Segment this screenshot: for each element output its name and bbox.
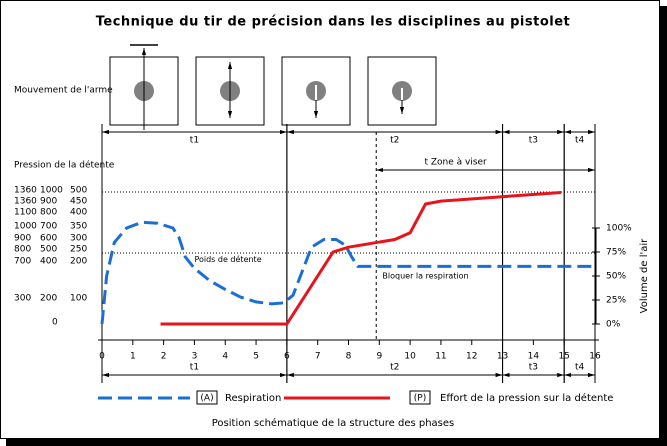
phase-label: t1 bbox=[190, 136, 199, 146]
pressure-value: 350 bbox=[70, 222, 87, 232]
x-tick-label: 9 bbox=[376, 352, 382, 362]
pressure-value: 0 bbox=[52, 318, 58, 328]
pressure-value: 450 bbox=[70, 197, 87, 207]
frame bbox=[0, 0, 660, 439]
pressure-value: 500 bbox=[40, 245, 57, 255]
pressure-value: 600 bbox=[40, 234, 57, 244]
pressure-value: 1000 bbox=[14, 222, 37, 232]
pressure-value: 1360 bbox=[14, 197, 37, 207]
pressure-value: 1360 bbox=[14, 186, 37, 196]
pressure-value: 250 bbox=[70, 245, 87, 255]
pressure-value: 200 bbox=[40, 294, 57, 304]
zone-label: t Zone à viser bbox=[424, 158, 487, 168]
weapon-label: Mouvement de l'arme bbox=[14, 86, 113, 96]
pressure-value: 800 bbox=[40, 208, 57, 218]
pressure-value: 400 bbox=[40, 257, 57, 267]
series-line bbox=[100, 220, 595, 325]
pressure-value: 300 bbox=[70, 234, 87, 244]
y2-tick-label: 50% bbox=[606, 272, 626, 282]
x-tick-label: 4 bbox=[222, 352, 228, 362]
x-tick-label: 11 bbox=[435, 352, 446, 362]
series-line bbox=[160, 190, 562, 326]
phase-label: t4 bbox=[575, 363, 585, 373]
pressure-value: 900 bbox=[40, 197, 57, 207]
pressure-label: Pression de la détente bbox=[14, 160, 115, 171]
y2-axis-label: Volume de l'air bbox=[639, 238, 650, 313]
annotation: Poids de détente bbox=[194, 254, 261, 264]
x-tick-label: 14 bbox=[528, 352, 540, 362]
legend-key: (A) bbox=[200, 394, 213, 404]
weapon-icons bbox=[109, 44, 437, 130]
y2-tick-label: 25% bbox=[606, 296, 626, 306]
legend-label: Respiration bbox=[225, 393, 281, 404]
pressure-value: 300 bbox=[14, 294, 31, 304]
pressure-value: 1000 bbox=[40, 186, 63, 196]
x-tick-label: 2 bbox=[161, 352, 167, 362]
phase-label: t1 bbox=[190, 363, 199, 373]
phase-label: t2 bbox=[390, 363, 399, 373]
legend-label: Effort de la pression sur la détente bbox=[440, 392, 613, 404]
x-tick-label: 7 bbox=[315, 352, 321, 362]
x-tick-label: 8 bbox=[346, 352, 352, 362]
pressure-value: 700 bbox=[14, 257, 31, 267]
pressure-value: 900 bbox=[14, 234, 31, 244]
x-axis-label: Position schématique de la structure des… bbox=[212, 417, 455, 429]
y2-tick-label: 75% bbox=[606, 248, 626, 258]
x-tick-label: 1 bbox=[130, 352, 136, 362]
legend-key: (P) bbox=[414, 394, 426, 404]
pressure-value: 700 bbox=[40, 222, 57, 232]
phase-label: t2 bbox=[390, 136, 399, 146]
legend-key-box bbox=[409, 390, 431, 405]
pressure-value: 200 bbox=[70, 257, 87, 267]
pressure-value: 100 bbox=[70, 294, 87, 304]
y2-tick-label: 0% bbox=[606, 320, 621, 330]
x-tick-label: 3 bbox=[192, 352, 198, 362]
legend-key-box bbox=[196, 390, 218, 405]
phase-label: t4 bbox=[575, 136, 585, 146]
phase-label: t3 bbox=[529, 136, 538, 146]
y2-tick-label: 100% bbox=[606, 224, 632, 234]
chart-title: Technique du tir de précision dans les d… bbox=[96, 15, 571, 30]
pressure-value: 800 bbox=[14, 245, 31, 255]
x-tick-label: 10 bbox=[404, 352, 416, 362]
pressure-value: 500 bbox=[70, 186, 87, 196]
x-tick-label: 12 bbox=[466, 352, 477, 362]
annotation: Bloquer la respiration bbox=[382, 272, 468, 281]
pressure-value: 400 bbox=[70, 208, 87, 218]
phase-label: t3 bbox=[529, 363, 538, 373]
x-tick-label: 5 bbox=[253, 352, 259, 362]
pressure-value: 1100 bbox=[14, 208, 37, 218]
